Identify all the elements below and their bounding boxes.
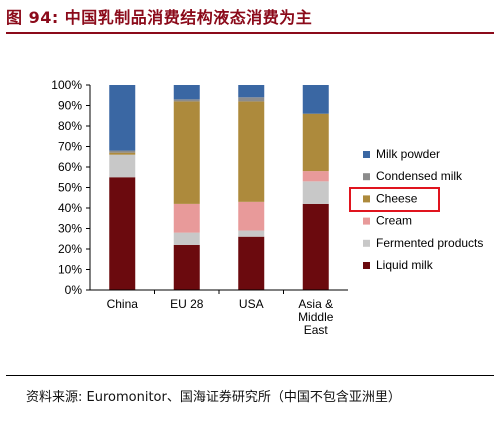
- bar-segment-fermented-products: [302, 181, 329, 204]
- bar-segment-cream: [302, 171, 329, 182]
- bar-segment-liquid-milk: [173, 244, 200, 290]
- legend-label: Fermented products: [376, 236, 483, 250]
- y-tick-label: 10%: [58, 263, 82, 277]
- bar-segment-cheese: [109, 152, 136, 155]
- legend-swatch: [363, 217, 370, 225]
- bar-segment-liquid-milk: [302, 203, 329, 290]
- legend-label: Condensed milk: [376, 169, 463, 183]
- x-tick-label: EU 28: [170, 297, 204, 311]
- x-tick-label: Asia & Middle East: [298, 297, 334, 337]
- legend-swatch: [363, 173, 370, 181]
- bar-segment-liquid-milk: [238, 236, 265, 290]
- bar-segment-condensed-milk: [238, 97, 265, 102]
- bar-segment-cheese: [302, 113, 329, 172]
- y-tick-label: 80%: [58, 119, 82, 133]
- bar-segment-liquid-milk: [109, 177, 136, 290]
- legend-label: Liquid milk: [376, 258, 434, 272]
- bar-segment-cream: [173, 203, 200, 233]
- source-note: 资料来源: Euromonitor、国海证券研究所（中国不包含亚洲里）: [26, 390, 401, 405]
- x-tick-label: China: [107, 297, 139, 311]
- legend-label: Cream: [376, 214, 412, 228]
- y-tick-label: 40%: [58, 201, 82, 215]
- title-rule: [6, 32, 494, 34]
- y-tick-label: 90%: [58, 99, 82, 113]
- legend: Milk powder Condensed milk Cheese Cream Ferm…: [363, 147, 483, 272]
- bar-segment-milk-powder: [109, 85, 136, 151]
- y-tick-label: 50%: [58, 181, 82, 195]
- legend-highlight-box: [349, 187, 440, 212]
- legend-swatch: [363, 262, 370, 269]
- y-tick-label: 70%: [58, 140, 82, 154]
- x-tick-label: USA: [239, 297, 264, 311]
- figure-title: 图 94: 中国乳制品消费结构液态消费为主: [6, 8, 313, 27]
- legend-label: Cheese: [376, 191, 418, 205]
- bar-segment-condensed-milk: [173, 99, 200, 102]
- bar-segment-cheese: [173, 101, 200, 204]
- bar-segment-condensed-milk: [109, 150, 136, 153]
- y-tick-label: 0%: [65, 283, 83, 297]
- legend-swatch: [363, 195, 370, 203]
- source-rule: [6, 375, 494, 376]
- y-tick-label: 60%: [58, 160, 82, 174]
- bar-segment-cheese: [238, 101, 265, 202]
- legend-swatch: [363, 151, 370, 158]
- bar-segment-fermented-products: [238, 230, 265, 237]
- bar-segment-fermented-products: [109, 154, 136, 178]
- bar-segment-fermented-products: [173, 232, 200, 245]
- x-axis-labels: China EU 28 USA Asia & Middle East: [107, 290, 334, 337]
- y-tick-label: 30%: [58, 222, 82, 236]
- y-axis-ticks: 0% 10% 20% 30% 40% 50% 60% 70% 80% 90% 100%: [51, 78, 90, 297]
- bar-segments: [109, 85, 329, 290]
- legend-swatch: [363, 239, 370, 247]
- y-tick-label: 100%: [51, 78, 82, 92]
- bar-segment-milk-powder: [302, 85, 329, 114]
- bar-segment-milk-powder: [173, 85, 200, 100]
- y-tick-label: 20%: [58, 242, 82, 256]
- bar-segment-cream: [238, 201, 265, 231]
- legend-label: Milk powder: [376, 147, 440, 161]
- bar-segment-milk-powder: [238, 85, 265, 98]
